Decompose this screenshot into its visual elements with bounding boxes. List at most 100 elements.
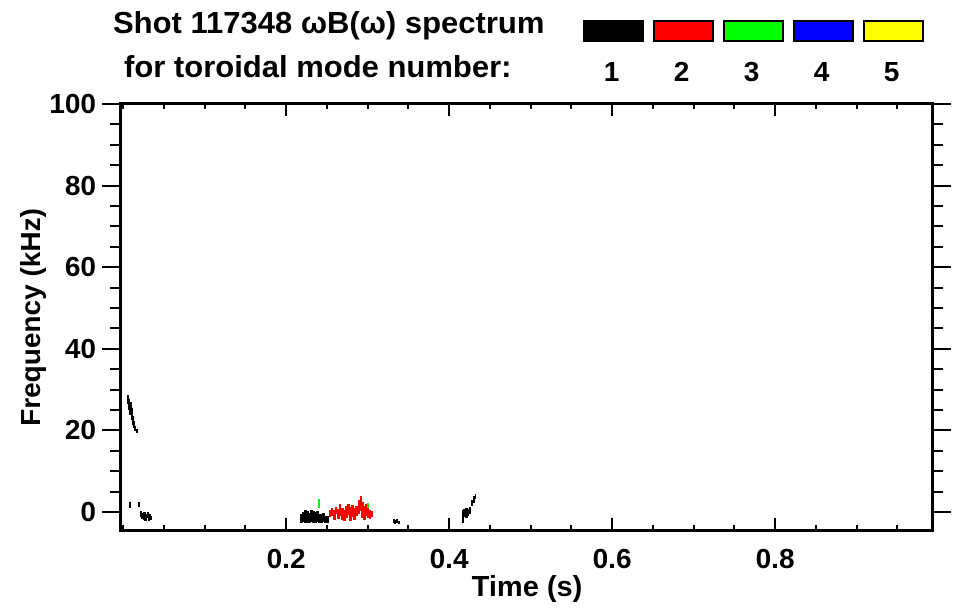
data-mark-n1 xyxy=(470,500,473,506)
y-minor-tick xyxy=(110,286,119,289)
data-mark-n1 xyxy=(135,428,138,433)
legend-swatch-mode-3 xyxy=(723,20,784,42)
x-minor-tick-top xyxy=(244,102,247,109)
y-tick-label: 20 xyxy=(64,414,96,446)
data-mark-n2 xyxy=(336,509,340,519)
x-major-tick-top xyxy=(285,102,288,116)
x-minor-tick-top xyxy=(488,102,491,109)
y-minor-tick xyxy=(110,225,119,228)
x-minor-tick xyxy=(162,525,165,532)
x-tick-label: 0.2 xyxy=(266,543,306,574)
data-mark-n2 xyxy=(332,510,336,520)
data-mark-n2 xyxy=(371,511,374,517)
data-mark-n2 xyxy=(362,506,366,520)
data-mark-n2 xyxy=(342,510,346,521)
y-minor-tick-right xyxy=(934,409,943,412)
y-minor-tick xyxy=(110,490,119,493)
data-mark-n2 xyxy=(346,504,350,515)
data-mark-n1 xyxy=(146,512,149,519)
data-mark-n2 xyxy=(344,506,348,518)
data-mark-n3 xyxy=(318,499,321,508)
x-minor-tick xyxy=(244,525,247,532)
x-minor-tick-top xyxy=(407,102,410,109)
y-minor-tick xyxy=(110,368,119,371)
data-mark-n1 xyxy=(299,513,303,523)
data-mark-n2 xyxy=(357,499,360,515)
x-minor-tick xyxy=(855,525,858,532)
data-mark-n1 xyxy=(472,496,475,504)
data-mark-n1 xyxy=(129,502,131,508)
data-mark-n1 xyxy=(303,509,307,523)
y-minor-tick-right xyxy=(934,123,943,126)
y-minor-tick xyxy=(110,123,119,126)
y-minor-tick xyxy=(110,245,119,248)
data-mark-n1 xyxy=(320,514,324,523)
data-mark-n1 xyxy=(305,511,309,524)
data-mark-n2 xyxy=(340,507,344,520)
x-minor-tick xyxy=(651,525,654,532)
x-tick-label: 0.6 xyxy=(592,543,632,574)
x-minor-tick xyxy=(733,525,736,532)
legend-swatch-mode-5 xyxy=(863,20,924,42)
x-minor-tick-top xyxy=(529,102,532,109)
x-minor-tick-top xyxy=(203,102,206,109)
x-minor-tick xyxy=(488,525,491,532)
x-minor-tick xyxy=(325,525,328,532)
x-major-tick-top xyxy=(774,102,777,116)
y-minor-tick-right xyxy=(934,490,943,493)
legend-label-mode-2: 2 xyxy=(673,56,690,87)
chart-title-line1: Shot 117348 ωB(ω) spectrum xyxy=(113,5,545,40)
data-mark-n1 xyxy=(464,507,468,519)
x-major-tick xyxy=(448,518,451,532)
x-tick-label: 0.8 xyxy=(755,543,795,574)
x-tick-label: 0.4 xyxy=(429,543,469,574)
data-mark-n1 xyxy=(315,510,319,522)
y-minor-tick xyxy=(110,164,119,167)
data-mark-n2 xyxy=(331,508,334,516)
data-mark-n1 xyxy=(132,416,135,425)
data-mark-n2 xyxy=(360,502,364,518)
data-mark-n1 xyxy=(133,420,136,428)
chart-title-line2: for toroidal mode number: xyxy=(124,49,512,84)
x-major-tick xyxy=(285,518,288,532)
x-minor-tick-top xyxy=(366,102,369,109)
x-minor-tick-top xyxy=(162,102,165,109)
x-minor-tick xyxy=(122,525,125,532)
y-major-tick xyxy=(102,103,119,106)
data-mark-n2 xyxy=(355,506,359,516)
x-minor-tick xyxy=(692,525,695,532)
data-mark-n1 xyxy=(313,512,317,523)
data-mark-n1 xyxy=(394,520,397,525)
x-minor-tick-top xyxy=(122,102,125,109)
y-minor-tick-right xyxy=(934,388,943,391)
data-mark-n1 xyxy=(147,515,150,521)
x-minor-tick-top xyxy=(733,102,736,109)
legend-swatch-mode-4 xyxy=(793,20,854,42)
x-minor-tick xyxy=(529,525,532,532)
y-minor-tick-right xyxy=(934,327,943,330)
y-minor-tick-right xyxy=(934,470,943,473)
plot-area: 0.2 0.4 0.6 0.8 0 20 40 60 80 100 xyxy=(49,88,951,574)
legend-label-mode-4: 4 xyxy=(813,56,830,87)
x-minor-tick-top xyxy=(896,102,899,109)
x-minor-tick xyxy=(570,525,573,532)
data-mark-n1 xyxy=(474,494,476,499)
y-minor-tick xyxy=(110,470,119,473)
data-mark-n1 xyxy=(148,513,151,520)
y-minor-tick xyxy=(110,388,119,391)
data-mark-n2 xyxy=(350,505,354,517)
x-minor-tick-top xyxy=(855,102,858,109)
legend-swatch-mode-1 xyxy=(583,20,644,42)
data-mark-n2 xyxy=(339,504,342,516)
data-mark-n1 xyxy=(324,515,328,523)
x-minor-tick xyxy=(814,525,817,532)
data-mark-n1 xyxy=(326,516,330,523)
x-minor-tick-top xyxy=(814,102,817,109)
data-mark-n2 xyxy=(353,508,357,520)
x-minor-tick xyxy=(896,525,899,532)
data-mark-n1 xyxy=(150,516,153,521)
y-tick-label: 80 xyxy=(64,169,96,201)
legend-label-mode-5: 5 xyxy=(883,56,900,87)
y-tick-label: 40 xyxy=(64,332,96,364)
data-mark-n1 xyxy=(468,507,471,515)
